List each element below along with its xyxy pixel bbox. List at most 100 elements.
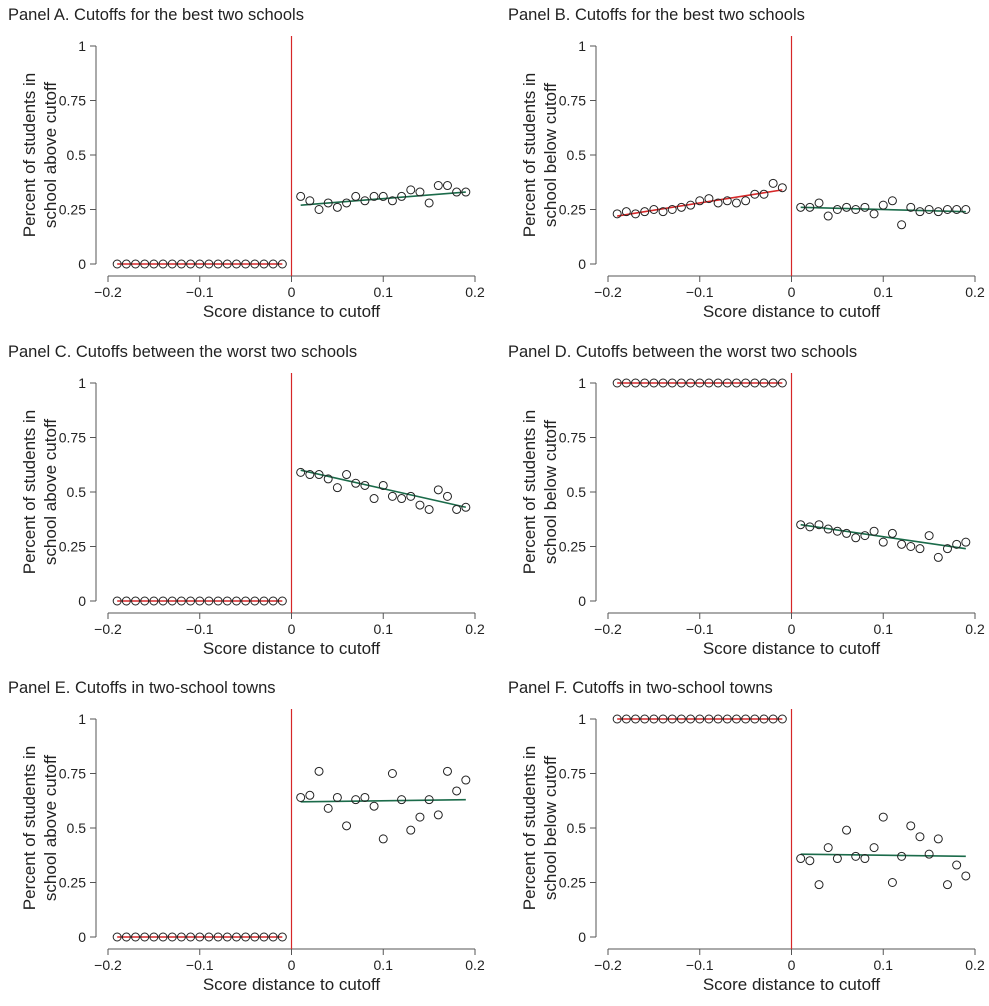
x-tick-label: −0.2 <box>594 621 622 637</box>
y-axis-label-line: school below cutoff <box>541 419 560 565</box>
y-axis-label-line: Percent of students in <box>520 745 539 911</box>
x-tick-label: 0.1 <box>874 957 894 973</box>
y-axis-label-line: school above cutoff <box>41 754 60 902</box>
data-point-right <box>961 205 971 214</box>
data-point-left <box>777 714 787 724</box>
y-axis-label-line: school below cutoff <box>541 755 560 901</box>
data-point-right <box>305 790 315 800</box>
data-point-left <box>768 378 778 388</box>
data-point-left <box>631 378 641 388</box>
data-point-left <box>658 378 668 388</box>
data-point-right <box>887 196 897 206</box>
y-axis-label-line: Percent of students in <box>20 409 39 575</box>
x-tick-label: 0.2 <box>465 284 485 300</box>
data-point-left <box>695 378 705 388</box>
data-point-right <box>906 821 916 831</box>
data-point-left <box>750 378 760 388</box>
data-point-left <box>676 378 686 388</box>
data-point-left <box>186 932 196 942</box>
data-point-left <box>231 596 241 606</box>
data-point-left <box>112 932 122 942</box>
data-point-right <box>415 187 425 197</box>
x-tick-label: −0.2 <box>94 957 122 973</box>
data-point-right <box>378 191 388 201</box>
data-point-right <box>906 202 916 212</box>
data-point-left <box>631 209 641 219</box>
data-point-left <box>176 259 186 269</box>
data-point-right <box>397 795 407 805</box>
data-point-right <box>851 205 861 214</box>
data-point-left <box>612 714 622 724</box>
data-point-left <box>204 932 214 942</box>
data-point-right <box>805 856 815 866</box>
data-point-right <box>869 526 879 536</box>
data-point-left <box>777 183 787 193</box>
y-tick-label: 1 <box>78 711 86 727</box>
data-point-left <box>750 714 760 724</box>
data-point-left <box>231 932 241 942</box>
data-point-left <box>713 198 723 208</box>
data-point-left <box>131 259 141 269</box>
data-point-right <box>924 205 934 214</box>
data-point-left <box>741 378 751 388</box>
data-point-left <box>213 259 223 269</box>
x-axis-label: Score distance to cutoff <box>702 302 881 321</box>
data-point-right <box>796 854 806 864</box>
data-point-right <box>860 531 870 541</box>
fit-line-right <box>300 469 467 509</box>
data-point-right <box>387 196 397 206</box>
y-tick-label: 0.25 <box>59 875 86 891</box>
data-point-right <box>823 524 833 534</box>
data-point-right <box>942 544 952 554</box>
panel-b: Panel B. Cutoffs for the best two school… <box>500 0 989 333</box>
data-point-left <box>213 596 223 606</box>
data-point-right <box>832 854 842 864</box>
data-point-left <box>722 714 732 724</box>
x-axis-label: Score distance to cutoff <box>702 975 881 994</box>
data-point-left <box>250 259 260 269</box>
data-point-right <box>878 537 888 547</box>
x-tick-label: 0.1 <box>874 284 894 300</box>
data-point-left <box>621 378 631 388</box>
data-point-right <box>387 769 397 778</box>
y-tick-label: 0.25 <box>559 202 586 218</box>
y-axis-label-line: Percent of students in <box>520 72 539 238</box>
fit-line-right <box>300 191 466 206</box>
data-point-right <box>314 470 324 480</box>
data-point-left <box>759 378 769 388</box>
plot-area: 0 0.25 0.5 0.75 1 −0.2 −0.1 0 0.1 0.2 <box>559 709 985 973</box>
data-point-right <box>296 792 306 802</box>
data-point-right <box>342 821 352 831</box>
data-point-left <box>686 378 696 388</box>
data-point-right <box>933 207 943 217</box>
data-point-left <box>676 714 686 724</box>
data-point-left <box>241 932 251 942</box>
data-point-right <box>851 851 861 861</box>
data-point-left <box>686 200 696 210</box>
y-axis-label-line: Percent of students in <box>20 72 39 238</box>
y-axis-label: Percent of students in school above cutof… <box>19 35 61 275</box>
panel-title: Panel F. Cutoffs in two-school towns <box>508 679 773 697</box>
data-point-right <box>342 198 352 208</box>
x-tick-label: 0.2 <box>965 621 985 637</box>
x-axis-label: Score distance to cutoff <box>202 975 381 994</box>
plot-area: 0 0.25 0.5 0.75 1 −0.2 −0.1 0 0.1 0.2 <box>559 373 985 637</box>
data-point-left <box>667 205 677 214</box>
data-point-right <box>897 220 907 230</box>
data-point-left <box>158 259 168 269</box>
y-axis-label: Percent of students in school above cutof… <box>19 708 61 948</box>
data-point-right <box>452 504 462 514</box>
panel-e: Panel E. Cutoffs in two-school towns 0 0.2… <box>0 673 494 1006</box>
data-point-left <box>121 596 131 606</box>
data-point-left <box>121 932 131 942</box>
data-point-right <box>814 198 824 208</box>
data-point-right <box>915 544 925 554</box>
data-point-left <box>167 596 177 606</box>
data-point-left <box>222 259 232 269</box>
data-point-right <box>442 181 452 191</box>
data-point-left <box>704 194 714 204</box>
data-point-left <box>667 714 677 724</box>
data-point-right <box>387 491 397 501</box>
data-point-left <box>658 714 668 724</box>
x-tick-label: −0.1 <box>686 957 714 973</box>
